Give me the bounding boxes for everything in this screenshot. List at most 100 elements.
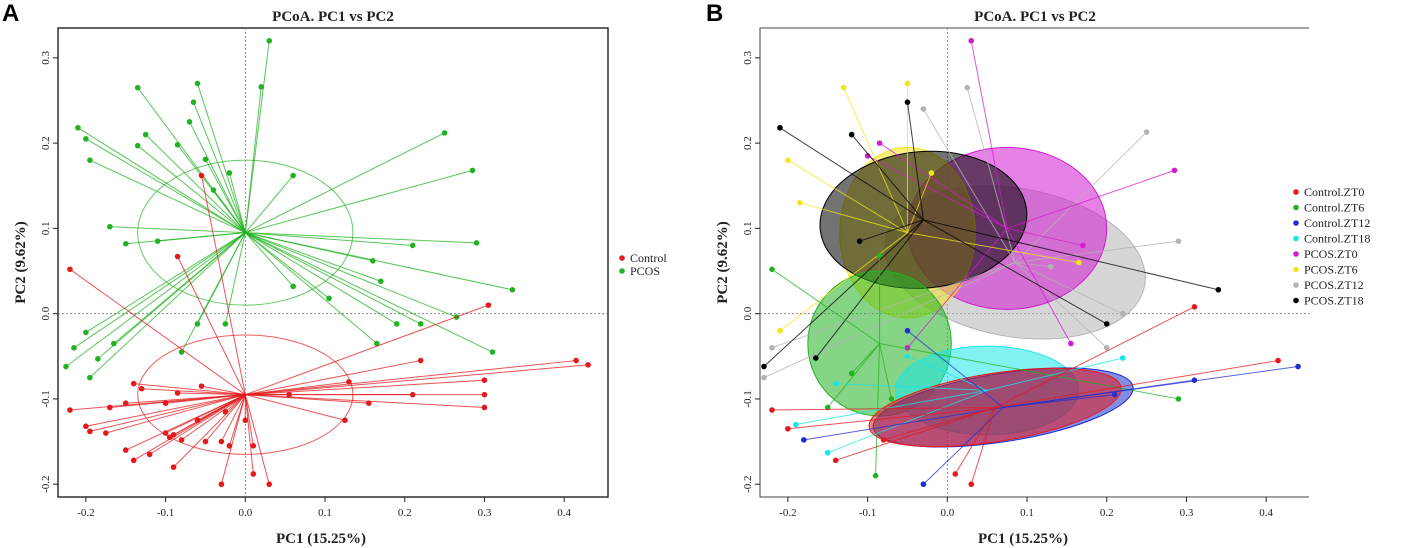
x-tick-label: 0.3	[478, 507, 492, 519]
spider-line	[245, 232, 457, 318]
spider-line	[197, 83, 246, 233]
spider-line	[173, 394, 246, 468]
legend-label: PCOS	[630, 264, 660, 278]
legend-label: Control.ZT6	[1304, 201, 1364, 215]
spider-line	[65, 232, 246, 367]
data-point	[210, 187, 217, 193]
spider-line	[245, 232, 381, 282]
spider-line	[245, 132, 445, 234]
spider-line	[201, 385, 246, 396]
legend-label: PCOS.ZT6	[1304, 263, 1358, 277]
spider-line	[205, 159, 246, 233]
data-point	[134, 84, 141, 91]
data-point	[222, 321, 229, 327]
spider-line	[987, 357, 1123, 391]
data-point	[848, 131, 855, 138]
data-point	[1111, 391, 1118, 398]
data-point	[1080, 242, 1086, 249]
data-point	[194, 80, 201, 87]
spider-line	[244, 175, 294, 233]
y-tick-label: -0.1	[742, 390, 754, 407]
spider-line	[1015, 262, 1052, 268]
data-point	[417, 357, 424, 364]
data-point	[370, 257, 376, 264]
data-point	[769, 407, 775, 413]
data-point	[1103, 344, 1110, 351]
panel-label-a: A	[2, 0, 20, 27]
data-point	[138, 385, 145, 392]
data-point	[1068, 340, 1074, 347]
data-point	[134, 142, 141, 149]
spider-line	[69, 268, 246, 396]
x-tick-label: 0.0	[238, 507, 252, 519]
spider-line	[859, 219, 924, 242]
data-point	[107, 404, 113, 411]
spider-line	[189, 121, 246, 233]
data-point	[509, 286, 516, 293]
spider-line	[771, 406, 996, 411]
data-point	[840, 84, 847, 91]
spider-line	[245, 232, 398, 325]
legend-marker	[1293, 266, 1299, 273]
data-point	[832, 457, 839, 464]
data-point	[1076, 259, 1082, 266]
spider-line	[244, 232, 294, 287]
legend-marker	[1293, 251, 1299, 257]
data-point	[573, 357, 579, 364]
legend-marker	[1293, 189, 1299, 195]
spider-line	[966, 87, 1016, 263]
data-point	[226, 443, 233, 449]
series-control-zt18	[793, 353, 1126, 456]
data-point	[162, 400, 169, 407]
data-point	[968, 481, 975, 488]
spider-line	[85, 232, 246, 333]
spider-line	[994, 306, 1195, 408]
spider-line	[843, 87, 908, 233]
data-point	[1175, 396, 1182, 402]
data-point	[777, 327, 783, 334]
data-point	[326, 295, 332, 302]
data-point	[469, 167, 476, 174]
legend-marker	[619, 255, 625, 261]
spider-line	[923, 219, 1219, 291]
data-point	[473, 240, 480, 246]
series-pcos-zt18	[761, 99, 1222, 370]
data-point	[968, 37, 975, 44]
spider-line	[245, 232, 330, 299]
spider-line	[125, 232, 246, 245]
y-tick-label: 0.3	[742, 50, 754, 64]
data-point	[797, 200, 803, 206]
data-point	[154, 238, 161, 244]
spider-line	[763, 262, 1016, 379]
data-point	[880, 437, 887, 443]
data-point	[824, 404, 831, 411]
legend-marker	[1293, 235, 1299, 242]
data-point	[417, 321, 424, 327]
spider-line	[133, 383, 246, 396]
spider-line	[1006, 169, 1175, 229]
spider-line	[193, 102, 246, 233]
spider-line	[89, 159, 246, 234]
spider-line	[245, 304, 489, 396]
y-tick-label: 0.0	[742, 306, 754, 320]
spider-line	[771, 268, 880, 344]
data-point	[777, 124, 783, 131]
spider-line	[879, 343, 893, 400]
data-point	[1048, 263, 1054, 270]
data-point	[87, 428, 93, 435]
data-point	[83, 423, 89, 430]
spider-line	[245, 169, 473, 234]
series-control-zt12	[801, 327, 1301, 488]
data-point	[186, 119, 193, 125]
spider-line	[244, 232, 378, 344]
data-point	[441, 130, 448, 136]
data-point	[190, 99, 197, 105]
spider-line	[1014, 131, 1147, 263]
spider-line	[245, 381, 350, 396]
spider-line	[787, 159, 908, 234]
series-pcos-zt6	[777, 80, 1082, 334]
spider-line	[879, 142, 1008, 229]
data-point	[888, 396, 895, 402]
